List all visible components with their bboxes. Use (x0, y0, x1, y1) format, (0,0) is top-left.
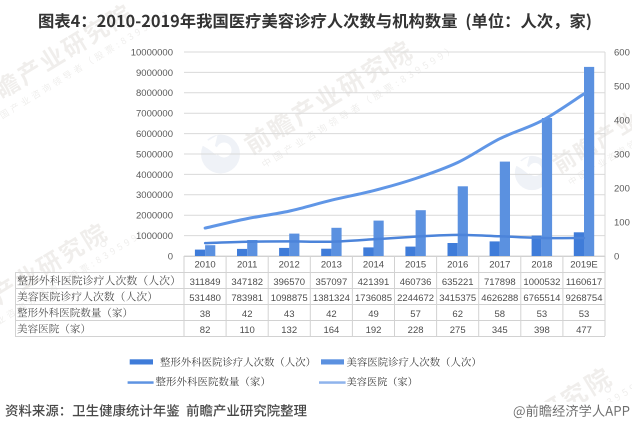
svg-text:2011: 2011 (237, 259, 257, 270)
svg-text:8000000: 8000000 (136, 88, 173, 99)
svg-text:460736: 460736 (400, 277, 432, 288)
svg-text:1000532: 1000532 (523, 277, 560, 288)
svg-text:58: 58 (495, 309, 506, 320)
svg-text:53: 53 (537, 309, 548, 320)
svg-text:500: 500 (614, 81, 630, 92)
svg-text:42: 42 (242, 309, 253, 320)
svg-text:398: 398 (534, 325, 550, 336)
svg-text:1000000: 1000000 (136, 231, 173, 242)
svg-text:53: 53 (579, 309, 590, 320)
svg-text:2015: 2015 (405, 259, 426, 270)
svg-text:1098875: 1098875 (271, 293, 308, 304)
svg-text:62: 62 (452, 309, 463, 320)
svg-text:5000000: 5000000 (136, 149, 173, 160)
svg-text:1381324: 1381324 (313, 293, 350, 304)
svg-text:396570: 396570 (273, 277, 305, 288)
svg-text:2012: 2012 (279, 259, 300, 270)
svg-text:132: 132 (281, 325, 297, 336)
svg-text:2244672: 2244672 (397, 293, 434, 304)
svg-text:2000000: 2000000 (136, 211, 173, 222)
svg-text:2013: 2013 (321, 259, 342, 270)
svg-text:2016: 2016 (447, 259, 468, 270)
svg-text:10000000: 10000000 (131, 47, 173, 58)
svg-text:2014: 2014 (363, 259, 384, 270)
svg-text:1160617: 1160617 (566, 277, 602, 288)
svg-text:357097: 357097 (316, 277, 348, 288)
svg-text:531480: 531480 (189, 293, 221, 304)
svg-text:6765514: 6765514 (523, 293, 560, 304)
svg-text:477: 477 (576, 325, 592, 336)
svg-text:9000000: 9000000 (136, 68, 173, 79)
svg-text:347182: 347182 (231, 277, 263, 288)
svg-text:717898: 717898 (484, 277, 516, 288)
svg-text:43: 43 (284, 309, 295, 320)
svg-text:2019E: 2019E (570, 259, 597, 270)
svg-text:200: 200 (614, 183, 630, 194)
svg-text:38: 38 (200, 309, 211, 320)
svg-text:49: 49 (368, 309, 379, 320)
svg-text:345: 345 (492, 325, 508, 336)
svg-text:100: 100 (614, 217, 630, 228)
svg-text:2018: 2018 (531, 259, 552, 270)
svg-text:164: 164 (323, 325, 339, 336)
svg-text:0: 0 (168, 251, 173, 262)
svg-text:6000000: 6000000 (136, 129, 173, 140)
svg-text:4000000: 4000000 (136, 170, 173, 181)
svg-text:2017: 2017 (489, 259, 510, 270)
svg-text:42: 42 (326, 309, 337, 320)
svg-text:82: 82 (200, 325, 211, 336)
svg-text:635221: 635221 (442, 277, 474, 288)
svg-text:7000000: 7000000 (136, 109, 173, 120)
svg-text:311849: 311849 (190, 277, 221, 288)
svg-text:228: 228 (408, 325, 424, 336)
svg-text:400: 400 (614, 115, 630, 126)
svg-text:600: 600 (614, 47, 630, 58)
svg-text:4626288: 4626288 (481, 293, 518, 304)
svg-text:3415375: 3415375 (439, 293, 476, 304)
svg-text:192: 192 (366, 325, 382, 336)
svg-text:275: 275 (450, 325, 466, 336)
svg-text:300: 300 (614, 149, 630, 160)
svg-text:57: 57 (410, 309, 421, 320)
svg-text:1736085: 1736085 (355, 293, 392, 304)
svg-text:2010: 2010 (195, 259, 216, 270)
svg-text:0: 0 (614, 251, 619, 262)
svg-text:110: 110 (240, 325, 255, 336)
svg-text:9268754: 9268754 (566, 293, 603, 304)
svg-text:3000000: 3000000 (136, 190, 173, 201)
svg-text:783981: 783981 (231, 293, 263, 304)
svg-text:421391: 421391 (358, 277, 390, 288)
